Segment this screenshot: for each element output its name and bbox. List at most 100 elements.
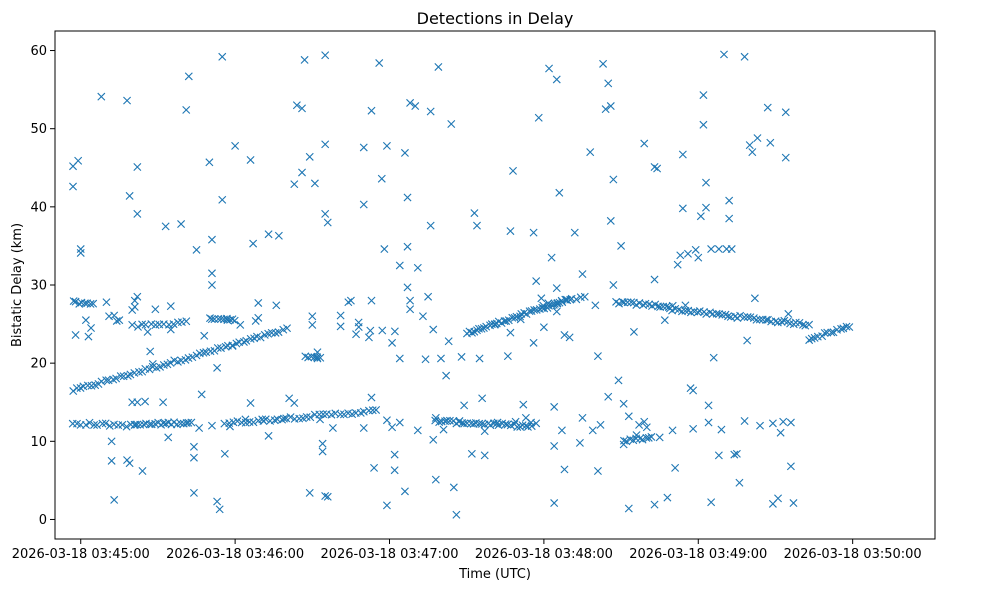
data-point (403, 283, 412, 292)
data-point (557, 426, 566, 435)
data-point (134, 368, 143, 376)
data-point (220, 449, 229, 458)
data-point (359, 407, 368, 416)
data-point (107, 437, 116, 446)
data-point (207, 269, 216, 278)
data-point (503, 352, 512, 361)
data-point (532, 277, 541, 286)
data-point (184, 72, 193, 81)
data-point (431, 413, 440, 422)
data-point (532, 419, 541, 428)
data-point (442, 416, 451, 425)
data-point (81, 316, 90, 325)
data-point (470, 327, 479, 336)
data-point (717, 425, 726, 434)
data-point (406, 296, 415, 305)
data-point (166, 358, 175, 367)
data-point (805, 320, 814, 329)
data-point (249, 418, 258, 427)
data-point (727, 245, 736, 254)
data-point (470, 209, 479, 218)
data-point (122, 422, 131, 431)
data-point (699, 120, 708, 129)
data-point (547, 253, 556, 262)
data-point (609, 175, 618, 184)
data-point (189, 453, 198, 462)
data-point (578, 270, 587, 279)
data-point (552, 284, 561, 293)
data-point (545, 64, 554, 73)
data-point (274, 231, 283, 240)
data-point (246, 155, 255, 164)
data-point (382, 416, 391, 425)
data-point (681, 301, 690, 310)
data-point (472, 221, 481, 230)
data-point (318, 439, 327, 448)
data-point (130, 302, 139, 311)
data-point (480, 451, 489, 460)
data-point (513, 422, 522, 431)
data-point (199, 348, 208, 357)
data-point (444, 337, 453, 346)
data-point (691, 245, 700, 254)
data-point (786, 418, 795, 427)
data-point (789, 499, 798, 508)
data-point (270, 416, 279, 425)
data-point (776, 428, 785, 437)
data-point (321, 140, 330, 149)
data-point (640, 139, 649, 148)
data-point (256, 333, 265, 342)
data-point (774, 494, 783, 503)
data-point (290, 180, 299, 189)
data-point (283, 324, 292, 333)
x-tick-label: 2026-03-18 03:46:00 (166, 547, 304, 562)
data-point (418, 312, 427, 321)
x-tick-label: 2026-03-18 03:50:00 (784, 547, 922, 562)
data-point (650, 275, 659, 284)
data-point (123, 371, 132, 380)
data-point (69, 182, 78, 191)
data-point (781, 108, 790, 117)
data-point (766, 138, 775, 147)
data-point (359, 143, 368, 152)
data-point (434, 62, 443, 71)
data-point (151, 305, 160, 314)
data-point (182, 317, 191, 326)
data-point (218, 195, 227, 204)
data-point (745, 141, 754, 150)
data-point (138, 320, 147, 329)
data-point (411, 102, 420, 111)
data-point (352, 330, 361, 339)
data-point (452, 510, 461, 519)
data-point (635, 420, 644, 429)
data-point (298, 168, 307, 177)
data-point (395, 354, 404, 363)
data-point (479, 324, 488, 333)
data-point (429, 325, 438, 334)
data-point (107, 456, 116, 465)
data-point (421, 355, 430, 364)
data-point (400, 487, 409, 496)
data-point (606, 102, 615, 111)
data-point (720, 50, 728, 59)
data-point (388, 338, 397, 347)
data-point (503, 420, 512, 429)
data-point (478, 394, 487, 403)
data-point (753, 134, 762, 143)
data-point (642, 423, 651, 432)
data-point (125, 191, 134, 200)
data-point (619, 440, 628, 449)
data-point (743, 336, 752, 345)
data-point (377, 174, 386, 183)
data-point (367, 393, 376, 402)
data-point (477, 419, 486, 428)
plot-area-frame (54, 30, 936, 540)
data-point (264, 431, 273, 440)
data-point (442, 371, 451, 380)
data-point (390, 450, 399, 459)
x-tick-label: 2026-03-18 03:49:00 (629, 547, 767, 562)
data-point (454, 417, 463, 426)
data-point (725, 214, 734, 223)
data-point (290, 399, 299, 408)
data-point (182, 105, 191, 114)
